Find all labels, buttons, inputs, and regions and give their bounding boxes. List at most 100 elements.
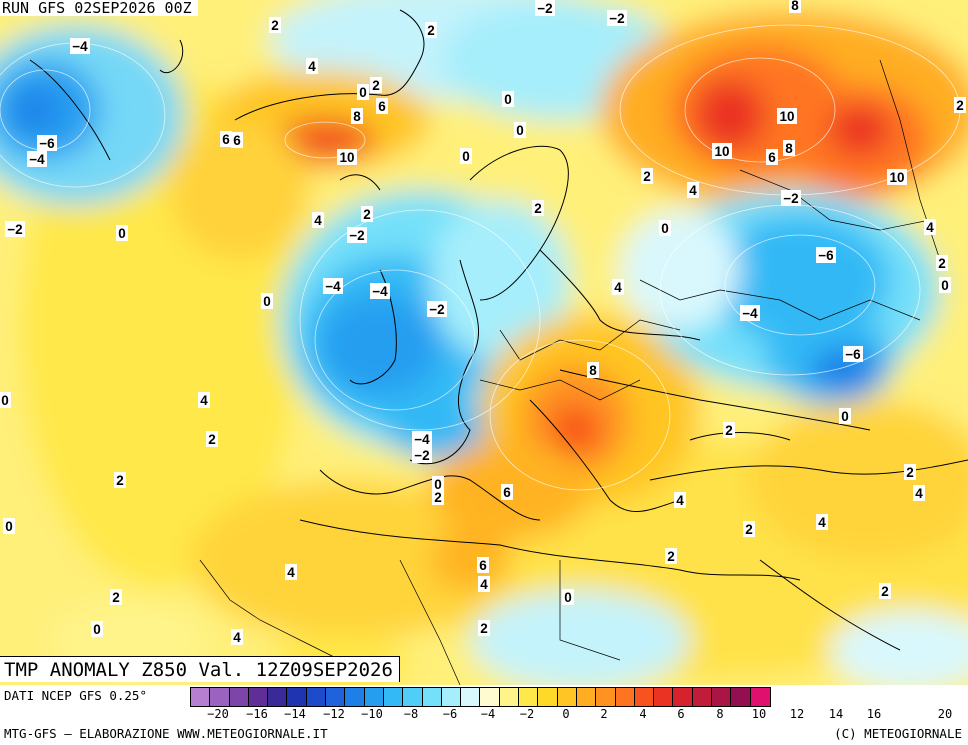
contour-value-label: 0 bbox=[118, 226, 126, 241]
contour-label-bg bbox=[370, 77, 382, 93]
contour-label-bg bbox=[532, 200, 544, 216]
colorbar-tick-label: −12 bbox=[323, 707, 345, 721]
contour-label-bg bbox=[687, 182, 699, 198]
colorbar-tick-label: 2 bbox=[600, 707, 608, 721]
contour-label-bg bbox=[783, 140, 795, 156]
colorbar-swatch bbox=[461, 688, 481, 706]
contour-label-bg bbox=[261, 293, 273, 309]
contour-label-bg bbox=[432, 476, 444, 492]
contour-label-bg bbox=[607, 10, 627, 26]
contour-value-label: 6 bbox=[503, 485, 511, 500]
contour-value-label: 0 bbox=[263, 294, 271, 309]
contour-label-bg bbox=[924, 219, 936, 235]
contour-label-bg bbox=[220, 131, 232, 147]
colorbar-swatch bbox=[403, 688, 423, 706]
contour-label-bg bbox=[904, 464, 916, 480]
contour-value-label: 0 bbox=[841, 409, 849, 424]
colorbar-swatch bbox=[441, 688, 462, 706]
borders bbox=[199, 59, 941, 685]
contour-value-label: 8 bbox=[353, 109, 361, 124]
contour-value-label: 10 bbox=[779, 109, 794, 124]
contour-label-bg bbox=[665, 548, 677, 564]
contour-label-bg bbox=[285, 564, 297, 580]
colorbar-tick-label: −4 bbox=[480, 707, 496, 721]
contour-label-bg bbox=[562, 589, 574, 605]
contour-label-bg bbox=[816, 514, 828, 530]
contour-label-bg bbox=[887, 169, 907, 185]
contour-label-bg bbox=[723, 422, 735, 438]
colorbar-tick-label: 10 bbox=[751, 707, 767, 721]
contour-label-bg bbox=[116, 225, 128, 241]
colorbar-swatch bbox=[229, 688, 249, 706]
contour-label-bg bbox=[789, 0, 801, 13]
colorbar-ticks: −20 −16 −14 −12 −10 −8 −6 −4 −2 0 2 4 6 8 10 12 14 16 20 bbox=[190, 707, 965, 723]
contour-label-bg bbox=[206, 431, 218, 447]
contour-label-bg bbox=[612, 279, 624, 295]
data-source-label: DATI NCEP GFS 0.25° bbox=[4, 688, 147, 703]
contour-label-bg bbox=[5, 221, 25, 237]
contour-value-label: 0 bbox=[5, 519, 13, 534]
colorbar-tick-label: 6 bbox=[677, 707, 685, 721]
contour-label-bg bbox=[231, 629, 243, 645]
contour-value-label: 2 bbox=[881, 584, 889, 599]
colorbar-swatch bbox=[712, 688, 732, 706]
colorbar-swatch bbox=[306, 688, 327, 706]
contour-value-label: 2 bbox=[643, 169, 651, 184]
contour-label-bg bbox=[306, 58, 318, 74]
contour-label-bg bbox=[535, 0, 555, 16]
contour-value-label: 2 bbox=[667, 549, 675, 564]
colorbar-swatch bbox=[383, 688, 404, 706]
contour-label-bg bbox=[777, 108, 797, 124]
contour-value-label: 2 bbox=[208, 432, 216, 447]
contour-label-bg bbox=[347, 227, 367, 243]
contour-value-label: −4 bbox=[29, 152, 45, 167]
contour-label-bg bbox=[514, 122, 526, 138]
colorbar-tick-label: −16 bbox=[246, 707, 268, 721]
contour-value-label: 2 bbox=[906, 465, 914, 480]
contour-label-bg bbox=[357, 84, 369, 100]
colorbar-swatch bbox=[538, 688, 558, 706]
contour-label-bg bbox=[432, 489, 444, 505]
contour-label-bg bbox=[587, 362, 599, 378]
contour-value-label: 2 bbox=[271, 18, 279, 33]
contour-value-label: −2 bbox=[537, 1, 552, 16]
contour-value-label: −4 bbox=[372, 284, 388, 299]
contour-label-bg bbox=[879, 583, 891, 599]
coastlines bbox=[29, 9, 968, 651]
contour-value-label: 0 bbox=[504, 92, 512, 107]
copyright-label: (C) METEOGIORNALE bbox=[834, 726, 962, 741]
colorbar-tick-label: 4 bbox=[639, 707, 647, 721]
contour-value-label: −4 bbox=[325, 279, 341, 294]
contour-value-label: −6 bbox=[845, 347, 861, 362]
contour-label-bg bbox=[843, 346, 863, 362]
contour-label-bg bbox=[27, 151, 47, 167]
colorbar-tick-label: −8 bbox=[403, 707, 419, 721]
colorbar-swatch bbox=[326, 688, 346, 706]
colorbar-tick-label: 14 bbox=[828, 707, 844, 721]
contour-value-label: 6 bbox=[479, 558, 487, 573]
contour-label-bg bbox=[478, 620, 490, 636]
contour-label-bg bbox=[502, 91, 514, 107]
contour-value-label: 0 bbox=[462, 149, 470, 164]
contour-label-bg bbox=[743, 521, 755, 537]
colorbar-swatch bbox=[596, 688, 616, 706]
contour-label-bg bbox=[501, 484, 513, 500]
colorbar-swatch bbox=[731, 688, 751, 706]
contour-label-bg bbox=[323, 278, 343, 294]
contour-value-label: −4 bbox=[414, 432, 430, 447]
contour-value-label: 2 bbox=[434, 490, 442, 505]
contour-label-bg bbox=[740, 305, 760, 321]
contour-value-label: 0 bbox=[1, 393, 9, 408]
colorbar-tick-label: 12 bbox=[789, 707, 805, 721]
colorbar-tick-label: 8 bbox=[716, 707, 724, 721]
contour-label-bg bbox=[766, 149, 778, 165]
colorbar-swatch bbox=[248, 688, 269, 706]
colorbar-tick-label: 0 bbox=[562, 707, 570, 721]
contour-value-label: 4 bbox=[314, 213, 322, 228]
anomaly-fields bbox=[0, 0, 968, 685]
colorbar-tick-label: 16 bbox=[866, 707, 882, 721]
contour-value-label: 2 bbox=[116, 473, 124, 488]
contour-value-label: 4 bbox=[689, 183, 697, 198]
